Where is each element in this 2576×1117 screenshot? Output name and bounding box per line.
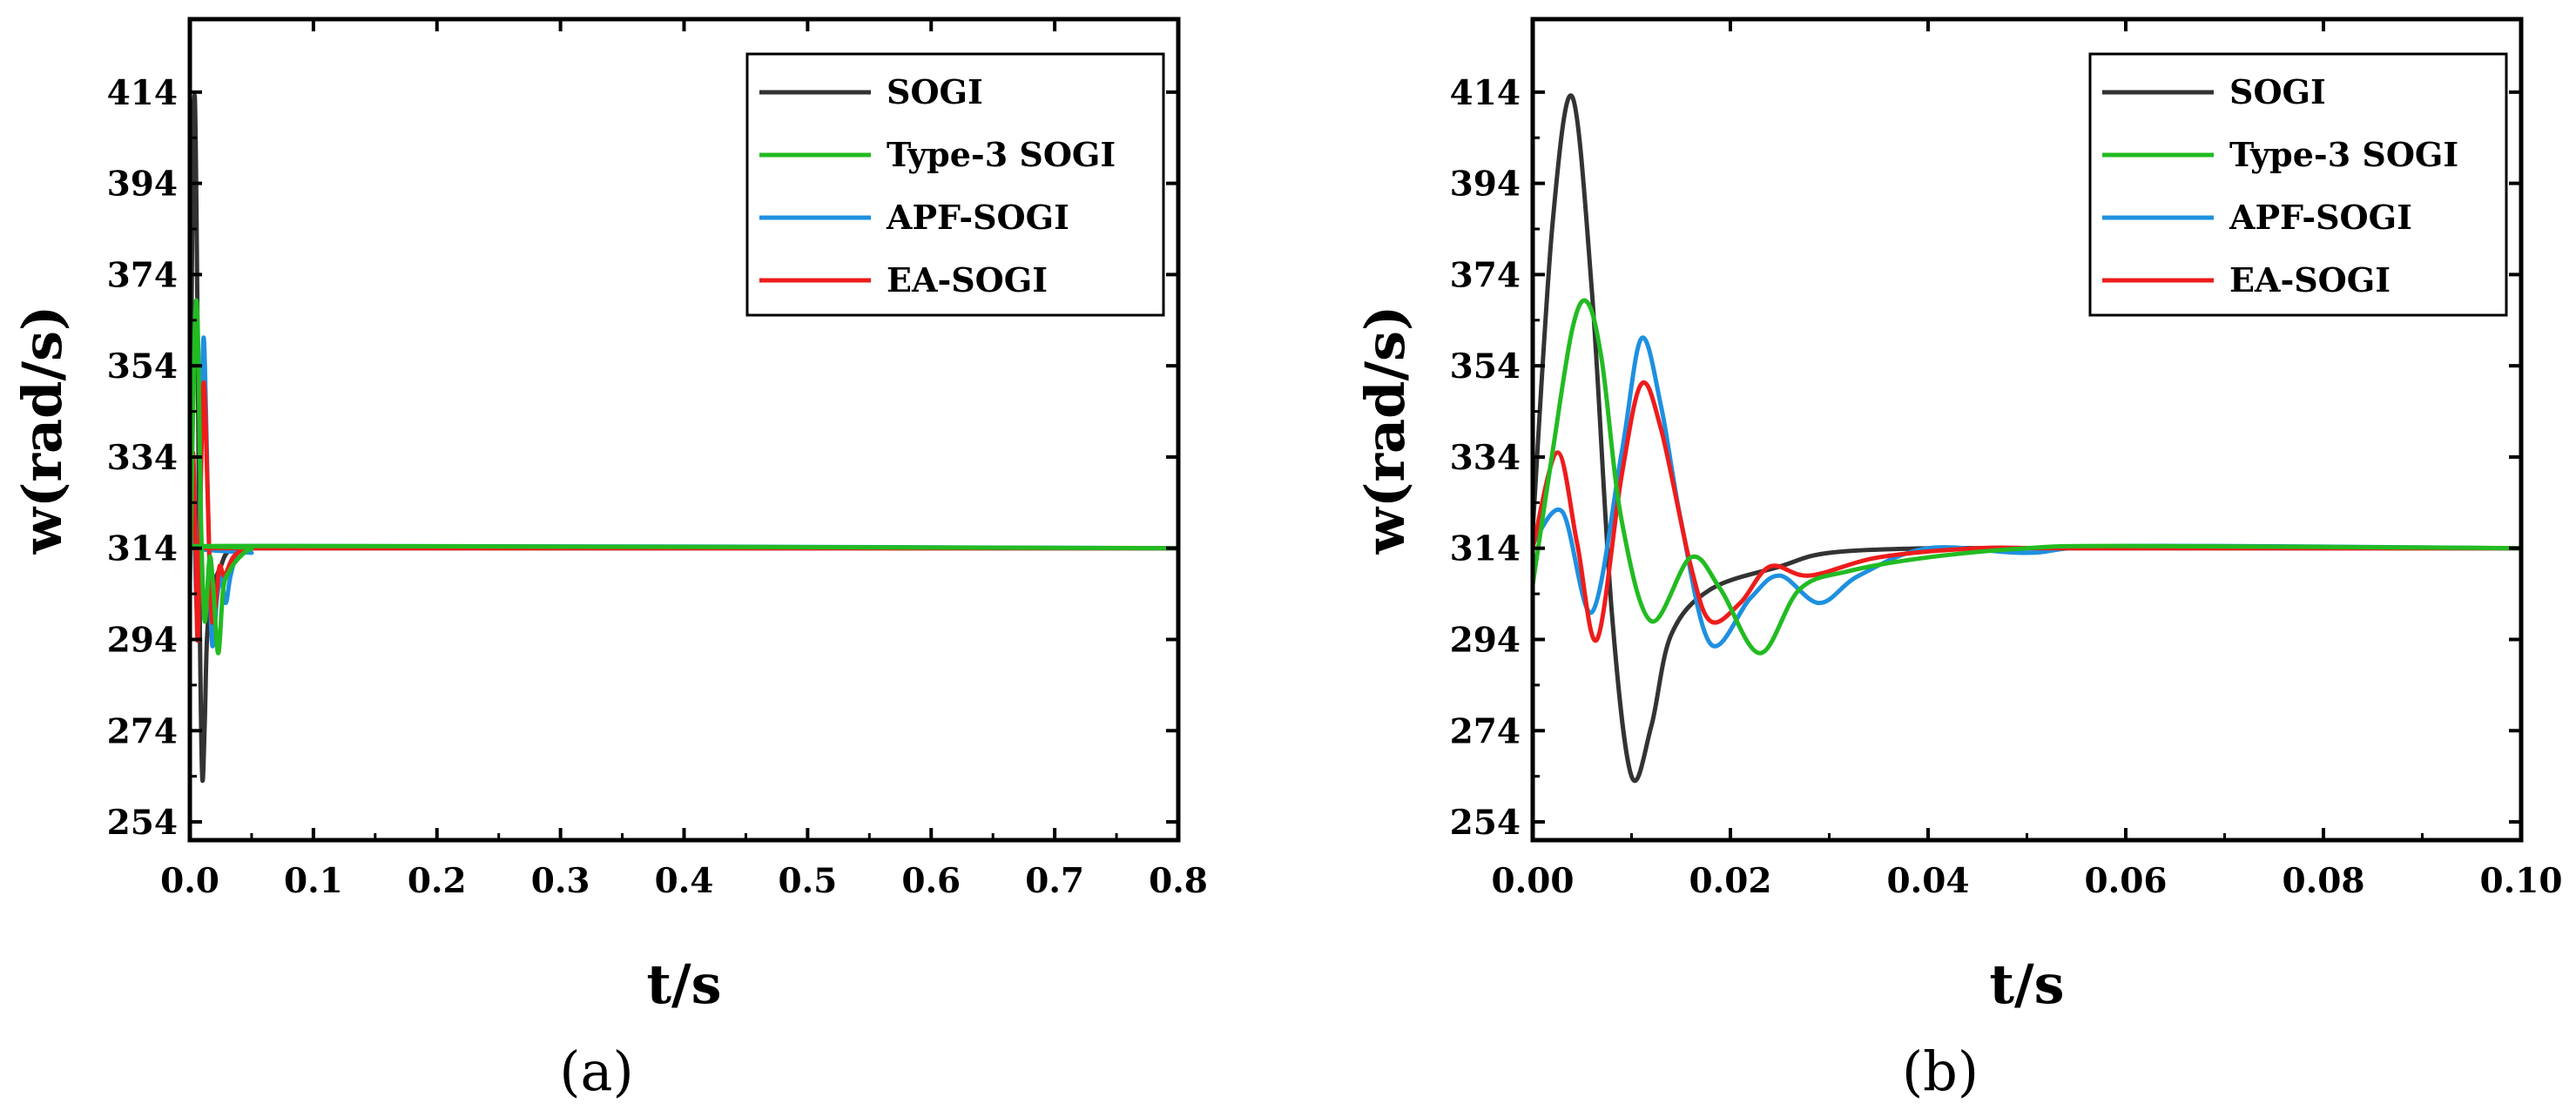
x-tick-label: 0.10	[2480, 861, 2563, 901]
panel-b: 0.00 0.02 0.04 0.06 0.08 0.10 254 274 294 314 334 3…	[1353, 17, 2563, 1103]
series-line-apf-sogi	[190, 335, 1178, 649]
y-tick-label: 354	[107, 347, 178, 387]
series-line-type-3-sogi	[1533, 298, 2521, 656]
y-axis-title: w(rad/s)	[10, 306, 74, 555]
x-tick-label: 0.6	[901, 861, 961, 901]
legend-box	[745, 52, 1165, 317]
y-tick-label: 274	[1450, 711, 1521, 751]
x-tick-label: 0.3	[531, 861, 590, 901]
y-tick-label: 294	[107, 620, 178, 660]
y-tick-label: 274	[107, 711, 178, 751]
x-tick-label: 0.1	[284, 861, 343, 901]
legend-box	[2088, 52, 2508, 317]
y-tick-label: 394	[107, 165, 178, 205]
series-line-ea-sogi	[1533, 380, 2521, 643]
legend-label: APF-SOGI	[2229, 198, 2412, 237]
legend: SOGI Type-3 SOGI APF-SOGI EA-SOGI	[745, 52, 1165, 317]
legend-label: EA-SOGI	[2229, 260, 2391, 299]
y-tick-label: 394	[1450, 165, 1521, 205]
x-axis-title: t/s	[646, 952, 721, 1016]
series-lines	[1533, 93, 2521, 784]
x-axis-title: t/s	[1989, 952, 2064, 1016]
legend-label: SOGI	[887, 72, 983, 111]
y-tick-label: 354	[1450, 347, 1521, 387]
panel-a: 0.0 0.1 0.2 0.3 0.4 0.5 0.6 0.7 0.8 254 274 294 314 3…	[10, 17, 1208, 1103]
legend: SOGI Type-3 SOGI APF-SOGI EA-SOGI	[2088, 52, 2508, 317]
x-tick-label: 0.0	[160, 861, 219, 901]
series-line-ea-sogi	[190, 380, 1178, 643]
y-axis-title: w(rad/s)	[1353, 306, 1417, 555]
y-tick-label: 334	[1450, 438, 1521, 478]
y-tick-label: 334	[107, 438, 178, 478]
series-line-type-3-sogi	[190, 298, 1178, 656]
x-tick-label: 0.06	[2085, 861, 2168, 901]
y-tick-label: 414	[1450, 73, 1521, 113]
y-tick-label: 374	[107, 255, 178, 295]
y-tick-label: 314	[107, 529, 178, 569]
panel-label: (b)	[1902, 1040, 1979, 1103]
legend-label: SOGI	[2229, 72, 2326, 111]
y-tick-label: 314	[1450, 529, 1521, 569]
x-tick-label: 0.4	[655, 861, 714, 901]
x-tick-label: 0.5	[778, 861, 837, 901]
series-line-apf-sogi	[1533, 335, 2521, 649]
x-tick-label: 0.7	[1025, 861, 1084, 901]
x-tick-label: 0.2	[408, 861, 467, 901]
legend-label: Type-3 SOGI	[2229, 135, 2458, 174]
y-tick-label: 254	[1450, 803, 1521, 843]
series-lines	[190, 93, 1178, 784]
legend-label: Type-3 SOGI	[887, 135, 1116, 174]
y-tick-label: 254	[107, 803, 178, 843]
y-tick-label: 294	[1450, 620, 1521, 660]
y-tick-label: 414	[107, 73, 178, 113]
x-tick-label: 0.00	[1492, 861, 1575, 901]
x-tick-label: 0.04	[1887, 861, 1970, 901]
legend-label: EA-SOGI	[887, 260, 1048, 299]
x-tick-label: 0.02	[1689, 861, 1772, 901]
y-tick-label: 374	[1450, 255, 1521, 295]
x-tick-label: 0.08	[2283, 861, 2365, 901]
panel-label: (a)	[559, 1040, 633, 1103]
legend-label: APF-SOGI	[886, 198, 1069, 237]
x-tick-label: 0.8	[1149, 861, 1208, 901]
